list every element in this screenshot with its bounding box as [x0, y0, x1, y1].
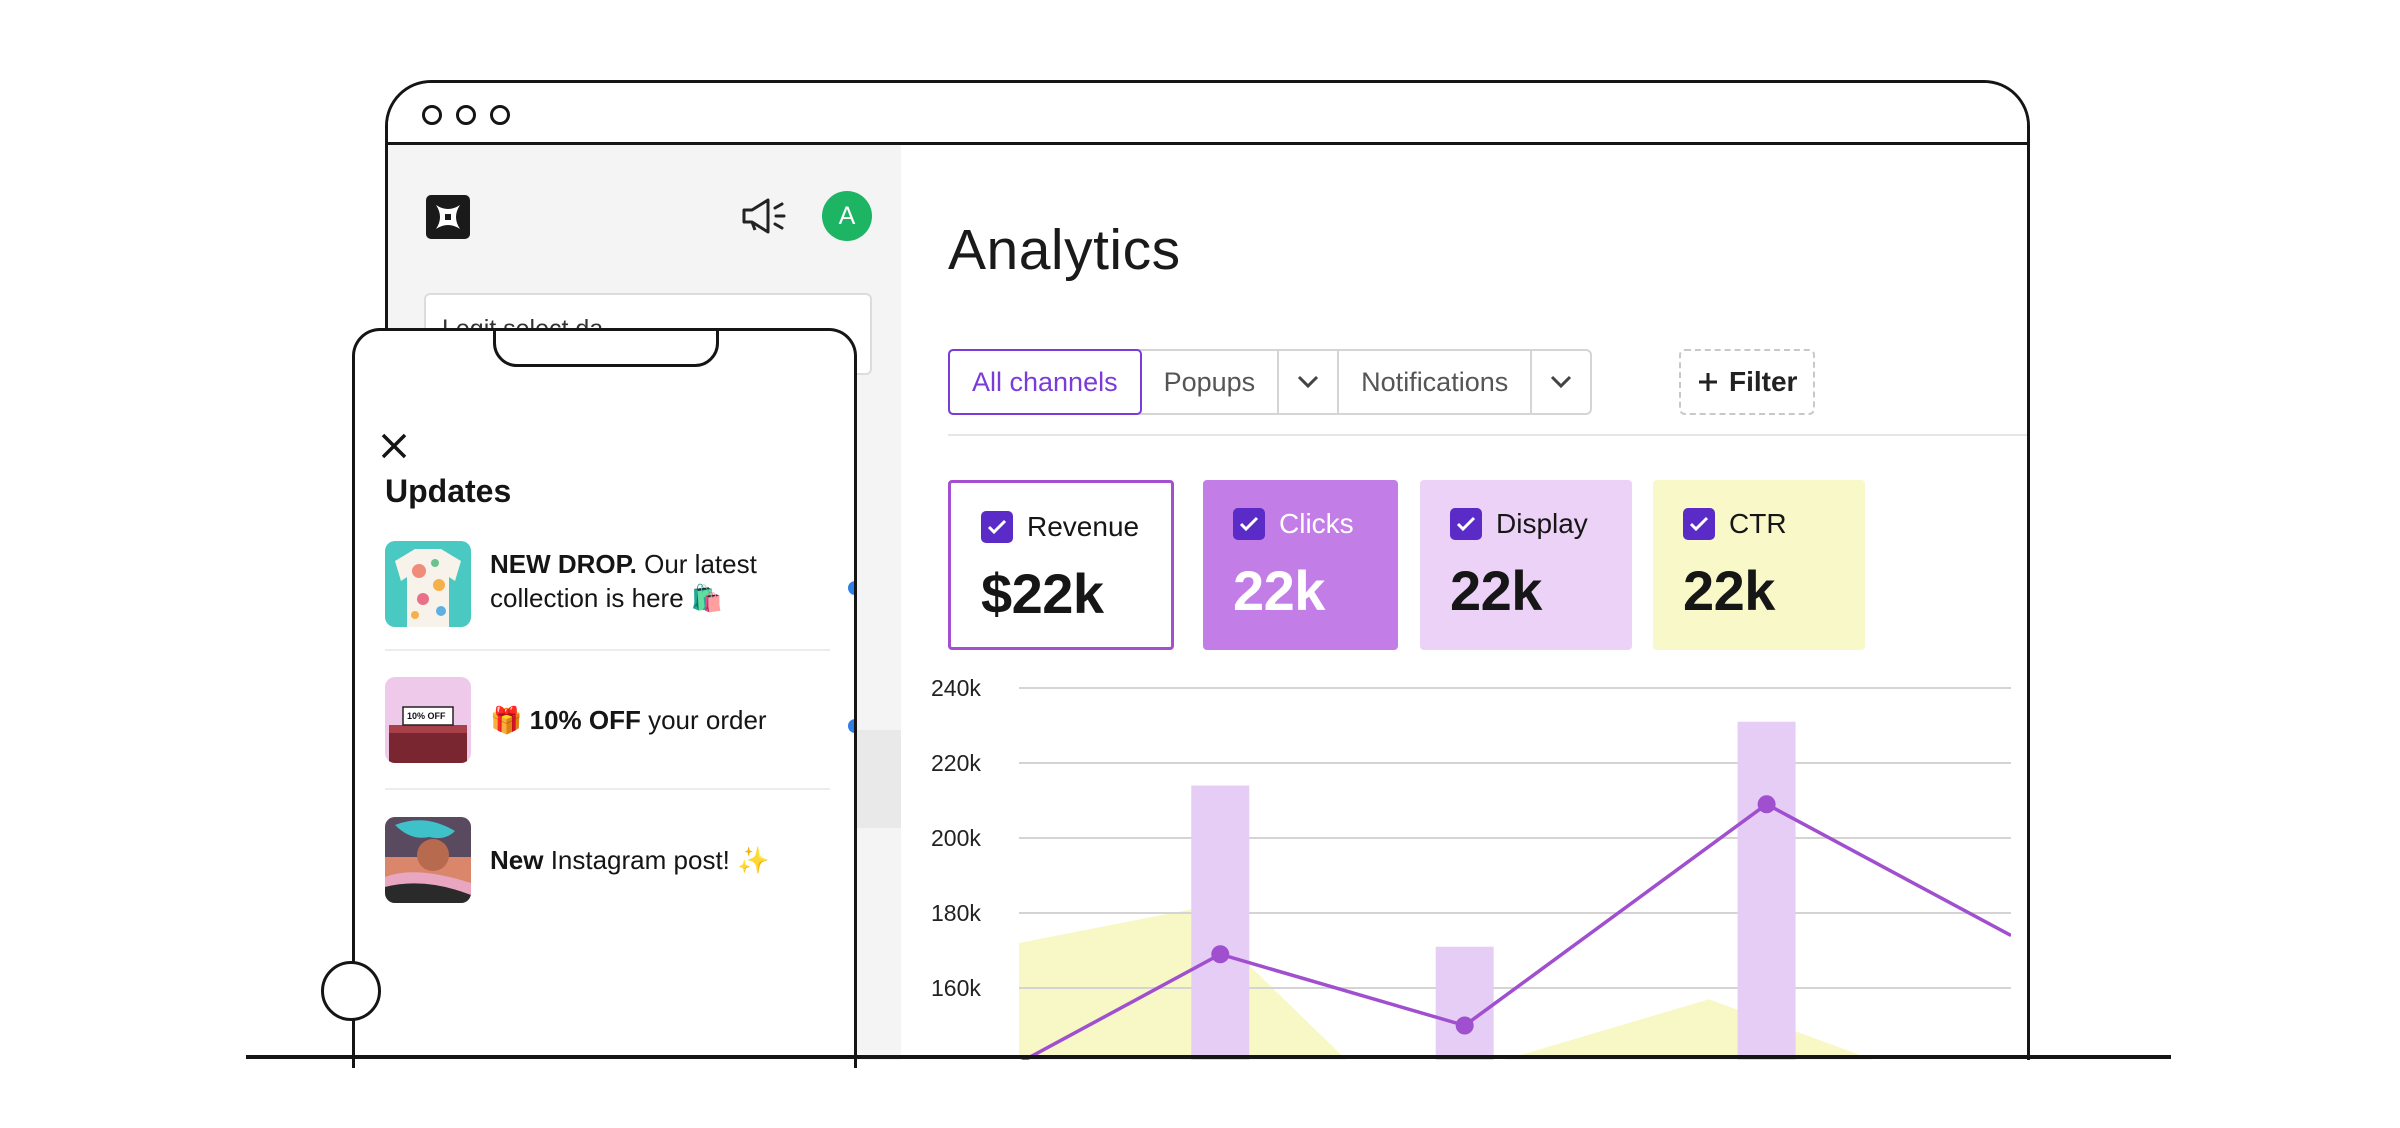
unread-dot	[848, 581, 854, 595]
baseline	[246, 1055, 2171, 1059]
checkbox-checked-icon[interactable]	[1683, 508, 1715, 540]
phone-side-button	[321, 961, 381, 1021]
metric-card-display[interactable]: Display 22k	[1420, 480, 1632, 650]
metric-value: $22k	[981, 562, 1104, 625]
y-tick-label: 220k	[931, 750, 981, 776]
line-point	[1211, 945, 1230, 964]
metric-card-revenue[interactable]: Revenue $22k	[948, 480, 1174, 650]
updates-title: Updates	[385, 473, 512, 509]
window-control-dot[interactable]	[456, 105, 476, 125]
line-point	[1455, 1016, 1474, 1035]
plus-icon	[1699, 373, 1717, 391]
update-text: 🎁 10% OFF your order	[490, 705, 767, 735]
tab-popups[interactable]: Popups	[1142, 351, 1280, 413]
metric-label: Display	[1496, 508, 1588, 539]
line-point	[1757, 795, 1776, 814]
channel-tabs: All channels Popups Notifications	[948, 349, 1593, 415]
browser-titlebar	[388, 83, 2027, 145]
metric-value: 22k	[1683, 559, 1775, 622]
portrait-thumbnail	[385, 817, 471, 903]
phone-frame: Updates NEW DROP. Our latest collection …	[352, 328, 857, 1068]
megaphone-icon[interactable]	[740, 194, 788, 238]
analytics-chart: 240k 220k 200k 180k 160k	[931, 675, 2011, 1060]
main-content: Analytics All channels Popups Notificati…	[901, 145, 2027, 1060]
sale-box-thumbnail: 10% OFF	[385, 677, 471, 763]
area-series	[1019, 909, 1874, 1060]
metric-value: 22k	[1233, 559, 1325, 622]
metric-card-clicks[interactable]: Clicks 22k	[1203, 480, 1398, 650]
divider	[948, 434, 2027, 436]
update-text: NEW DROP. Our latest collection is here …	[490, 549, 757, 613]
filter-label: Filter	[1729, 366, 1798, 397]
chevron-down-icon	[1298, 375, 1319, 389]
y-tick-label: 200k	[931, 825, 981, 851]
window-control-dot[interactable]	[490, 105, 510, 125]
y-tick-label: 160k	[931, 975, 981, 1001]
page-title: Analytics	[948, 218, 1181, 282]
list-divider	[385, 649, 830, 651]
metric-value: 22k	[1450, 559, 1542, 622]
list-item[interactable]: New Instagram post! ✨	[385, 817, 825, 907]
close-icon[interactable]	[379, 431, 409, 461]
checkbox-checked-icon[interactable]	[1233, 508, 1265, 540]
metric-label: Revenue	[1027, 511, 1140, 542]
metric-card-ctr[interactable]: CTR 22k	[1653, 480, 1865, 650]
checkbox-checked-icon[interactable]	[981, 511, 1013, 543]
avatar[interactable]: A	[822, 191, 872, 241]
bar	[1737, 721, 1796, 1060]
tab-notifications[interactable]: Notifications	[1339, 351, 1533, 413]
sale-tag-text: 10% OFF	[407, 711, 446, 721]
update-text: New Instagram post! ✨	[490, 845, 770, 875]
floral-shirt-thumbnail	[385, 541, 471, 627]
y-tick-label: 240k	[931, 675, 981, 701]
unread-dot	[848, 719, 854, 733]
bar	[1435, 946, 1494, 1060]
phone-notch	[493, 331, 719, 367]
metric-label: CTR	[1729, 508, 1787, 539]
add-filter-button[interactable]: Filter	[1679, 349, 1816, 415]
checkbox-checked-icon[interactable]	[1450, 508, 1482, 540]
chevron-down-icon	[1551, 375, 1572, 389]
y-tick-label: 180k	[931, 900, 981, 926]
list-divider	[385, 788, 830, 790]
tab-all-channels[interactable]: All channels	[948, 349, 1142, 415]
list-item[interactable]: NEW DROP. Our latest collection is here …	[385, 541, 854, 631]
brand-logo-icon[interactable]	[426, 195, 470, 239]
notifications-dropdown-button[interactable]	[1532, 351, 1590, 413]
metric-label: Clicks	[1279, 508, 1354, 539]
popups-dropdown-button[interactable]	[1279, 351, 1340, 413]
list-item[interactable]: 10% OFF 🎁 10% OFF your order	[385, 677, 854, 767]
window-control-dot[interactable]	[422, 105, 442, 125]
bar	[1191, 785, 1250, 1060]
